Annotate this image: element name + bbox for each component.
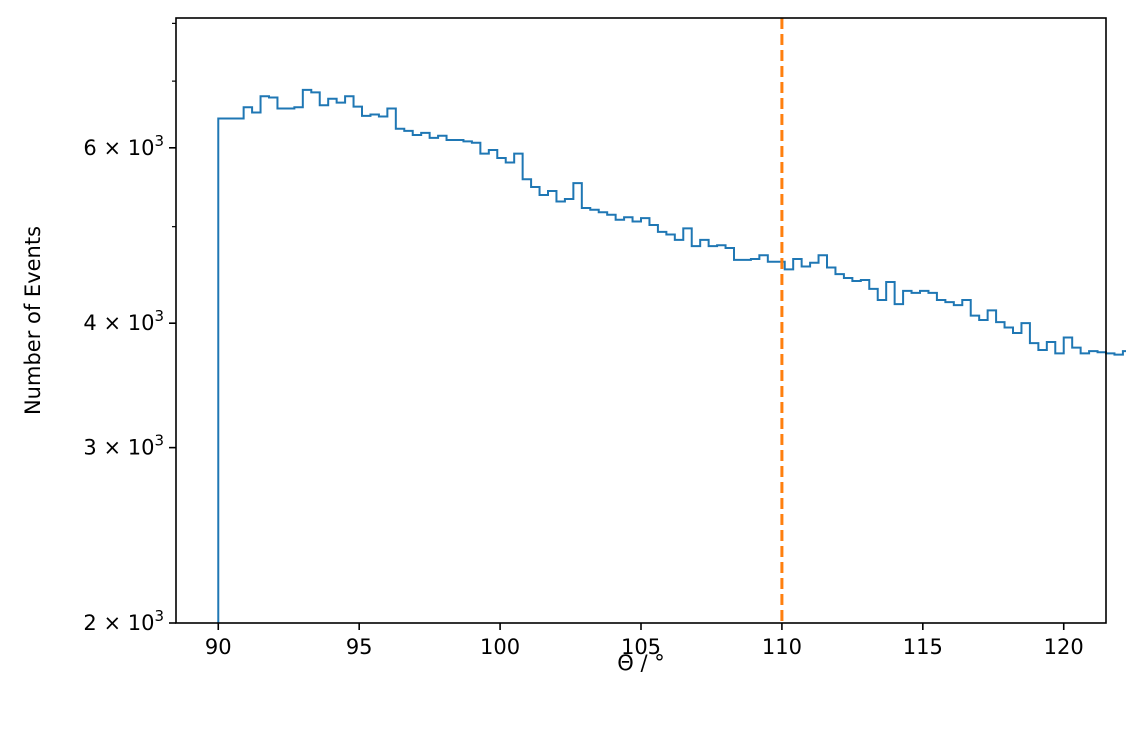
y-tick-label: 3 × 103	[83, 432, 164, 460]
plot-background	[176, 18, 1106, 623]
y-tick-label: 6 × 103	[83, 132, 164, 160]
x-tick-label: 105	[621, 635, 661, 659]
series-layer	[217, 18, 1126, 623]
histogram-step-line	[217, 88, 1126, 623]
x-tick-label: 115	[903, 635, 943, 659]
y-tick-label: 4 × 103	[83, 307, 164, 335]
axes-layer: 90 95 100 105 110 115 120 2 × 103 3 × 103 4 × 103…	[83, 22, 1084, 659]
x-axis-label: Θ / °	[617, 651, 664, 675]
x-tick-label: 120	[1044, 635, 1084, 659]
x-tick-label: 110	[762, 635, 802, 659]
plot-frame	[175, 17, 1107, 624]
x-tick-label: 90	[205, 635, 232, 659]
x-tick-label: 100	[480, 635, 520, 659]
y-axis-label: Number of Events	[21, 226, 45, 415]
x-tick-label: 95	[346, 635, 373, 659]
y-tick-label: 2 × 103	[83, 607, 164, 635]
